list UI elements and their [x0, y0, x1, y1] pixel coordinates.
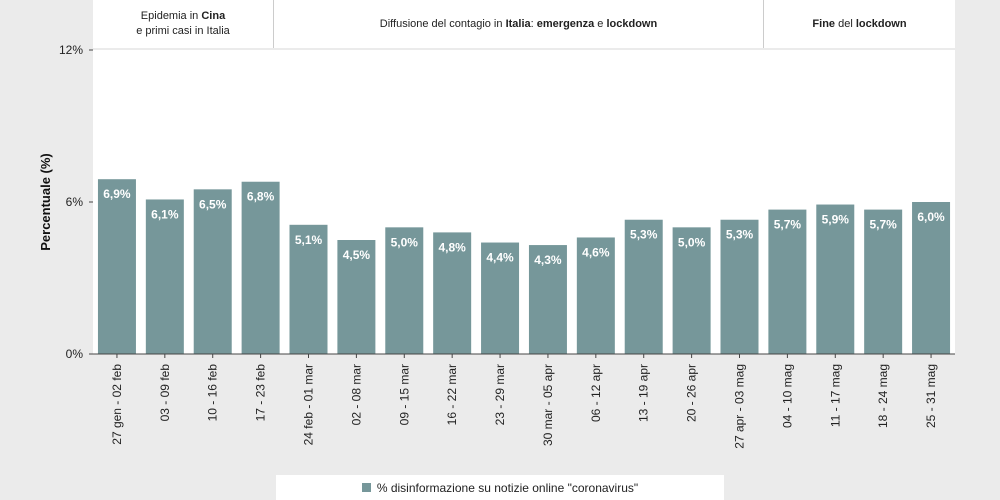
x-tick-label: 13 - 19 apr [637, 364, 651, 422]
y-axis-title: Percentuale (%) [38, 153, 53, 251]
bar-value-label: 4,5% [343, 248, 371, 262]
header-divider [763, 0, 764, 48]
bar-value-label: 5,7% [869, 218, 897, 232]
plot-area [93, 50, 955, 354]
bar-value-label: 6,0% [917, 210, 945, 224]
bar-value-label: 5,1% [295, 233, 323, 247]
bar-value-label: 5,9% [822, 213, 850, 227]
bar-value-label: 6,5% [199, 197, 227, 211]
x-tick-label: 09 - 15 mar [397, 364, 411, 425]
x-tick-label: 03 - 09 feb [158, 364, 172, 422]
bar [385, 227, 424, 354]
bar [864, 209, 903, 354]
legend-label: % disinformazione su notizie online "cor… [376, 480, 639, 495]
bar [528, 245, 567, 354]
x-tick-label: 18 - 24 mag [876, 364, 890, 428]
x-tick-label: 20 - 26 apr [685, 364, 699, 422]
y-tick-label: 6% [66, 195, 84, 209]
x-tick-label: 10 - 16 feb [206, 364, 220, 422]
header-divider [273, 0, 274, 48]
bar [289, 224, 328, 354]
legend: % disinformazione su notizie online "cor… [276, 475, 724, 500]
bar [337, 240, 376, 354]
x-axis-labels: 27 gen - 02 feb 03 - 09 feb 10 - 16 feb 17 … [110, 354, 938, 449]
x-tick-label: 30 mar - 05 apr [541, 364, 555, 446]
x-tick-label: 27 gen - 02 feb [110, 364, 124, 445]
bar [241, 181, 280, 354]
bar-value-label: 6,8% [247, 190, 275, 204]
x-tick-label: 11 - 17 mag [828, 364, 842, 427]
bar [193, 189, 232, 354]
bar-value-label: 4,3% [534, 253, 562, 267]
x-tick-label: 06 - 12 apr [589, 364, 603, 422]
bar [145, 199, 184, 354]
x-tick-label: 24 feb - 01 mar [302, 364, 316, 445]
header-section-china-line2: e primi casi in Italia [136, 25, 230, 37]
bar [624, 219, 663, 354]
bar [768, 209, 807, 354]
bar [576, 237, 615, 354]
chart-header: Epidemia in Cina e primi casi in Italia … [93, 0, 955, 48]
header-section-end-lockdown: Fine del lockdown [812, 17, 907, 30]
bar [481, 242, 520, 354]
bar-value-label: 5,7% [774, 218, 802, 232]
bar [912, 202, 951, 354]
x-tick-label: 02 - 08 mar [349, 364, 363, 425]
x-tick-label: 17 - 23 feb [254, 364, 268, 422]
bar [97, 179, 136, 354]
bar-value-label: 6,9% [103, 187, 131, 201]
bar-value-label: 4,8% [438, 240, 466, 254]
x-tick-label: 27 apr - 03 mag [733, 364, 747, 449]
bar-value-label: 5,0% [678, 235, 706, 249]
x-tick-label: 04 - 10 mag [780, 364, 794, 428]
legend-swatch [361, 483, 371, 492]
bars: 6,9% 6,1% 6,5% 6,8% 5,1% 4,5% 5,0% 4,8% 4,4% 4,3%… [97, 179, 951, 354]
bar-value-label: 5,3% [630, 228, 658, 242]
y-axis: 0% 6% 12% [59, 43, 93, 361]
x-tick-label: 16 - 22 mar [445, 364, 459, 425]
bar [720, 219, 759, 354]
bar-value-label: 4,6% [582, 245, 610, 259]
bar [816, 204, 855, 354]
bar [672, 227, 711, 354]
bar-value-label: 6,1% [151, 207, 179, 221]
bar [433, 232, 472, 354]
header-section-china-line1: Epidemia in Cina [140, 10, 226, 22]
x-tick-label: 23 - 29 mar [493, 364, 507, 425]
y-tick-label: 12% [59, 43, 83, 57]
bar-value-label: 5,3% [726, 228, 754, 242]
bar-value-label: 5,0% [391, 235, 419, 249]
bar-value-label: 4,4% [486, 251, 514, 265]
y-tick-label: 0% [66, 347, 84, 361]
header-section-lockdown: Diffusione del contagio in Italia: emerg… [379, 17, 658, 30]
x-tick-label: 25 - 31 mag [924, 364, 938, 428]
header-section-china: Epidemia in Cina e primi casi in Italia [93, 0, 273, 48]
